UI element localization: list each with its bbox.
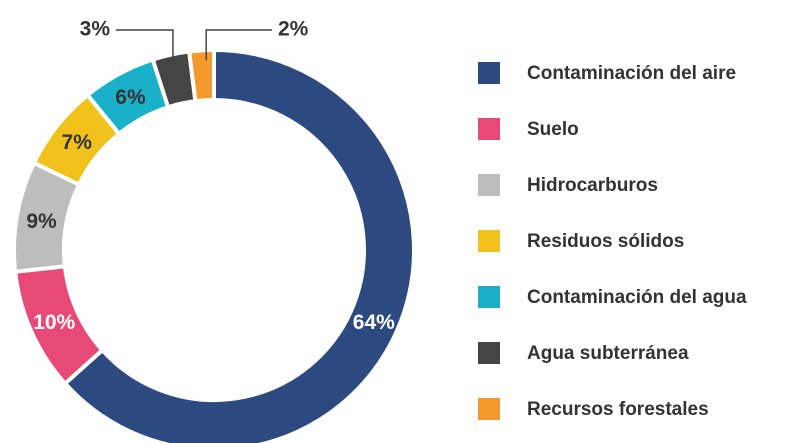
legend-label: Agua subterránea	[527, 343, 689, 364]
donut-slice	[62, 47, 416, 443]
leader-line	[116, 29, 174, 65]
legend-label: Suelo	[527, 119, 579, 140]
legend-swatch	[478, 118, 500, 140]
slice-label: 10%	[33, 311, 75, 334]
slice-label: 9%	[26, 210, 57, 233]
slice-label: 6%	[115, 86, 146, 109]
legend-label: Contaminación del aire	[527, 63, 736, 84]
legend-label: Recursos forestales	[527, 399, 709, 420]
legend-label: Residuos sólidos	[527, 231, 684, 252]
legend-swatch	[478, 342, 500, 364]
slice-label: 3%	[80, 18, 111, 41]
legend-swatch	[478, 398, 500, 420]
legend-label: Hidrocarburos	[527, 175, 658, 196]
leader-line	[205, 29, 272, 61]
donut-slice	[186, 47, 216, 104]
legend-label: Contaminación del agua	[527, 287, 747, 308]
legend-swatch	[478, 174, 500, 196]
slice-label: 64%	[353, 311, 395, 334]
legend-swatch	[478, 62, 500, 84]
slice-label: 7%	[62, 131, 93, 154]
legend-swatch	[478, 230, 500, 252]
slice-label: 2%	[278, 18, 309, 41]
legend-swatch	[478, 286, 500, 308]
